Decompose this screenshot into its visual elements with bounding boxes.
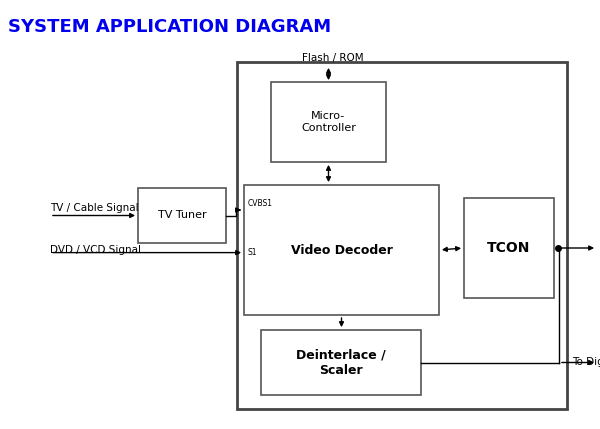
Bar xyxy=(261,330,421,395)
Text: CVBS1: CVBS1 xyxy=(248,199,273,208)
Bar xyxy=(271,82,386,162)
Text: TV Tuner: TV Tuner xyxy=(158,211,206,221)
Text: TV / Cable Signal: TV / Cable Signal xyxy=(50,203,139,213)
Bar xyxy=(138,188,226,243)
Text: Video Decoder: Video Decoder xyxy=(290,244,392,257)
Text: To Digital Panel: To Digital Panel xyxy=(572,357,600,367)
Bar xyxy=(244,185,439,315)
Text: SYSTEM APPLICATION DIAGRAM: SYSTEM APPLICATION DIAGRAM xyxy=(8,18,331,36)
Text: Deinterlace /
Scaler: Deinterlace / Scaler xyxy=(296,348,386,377)
Text: DVD / VCD Signal: DVD / VCD Signal xyxy=(50,245,141,255)
Text: Micro-
Controller: Micro- Controller xyxy=(301,111,356,133)
Bar xyxy=(237,62,567,409)
Text: S1: S1 xyxy=(248,248,257,257)
Bar xyxy=(464,198,554,298)
Text: TCON: TCON xyxy=(487,241,530,255)
Text: Flash / ROM: Flash / ROM xyxy=(302,53,364,63)
